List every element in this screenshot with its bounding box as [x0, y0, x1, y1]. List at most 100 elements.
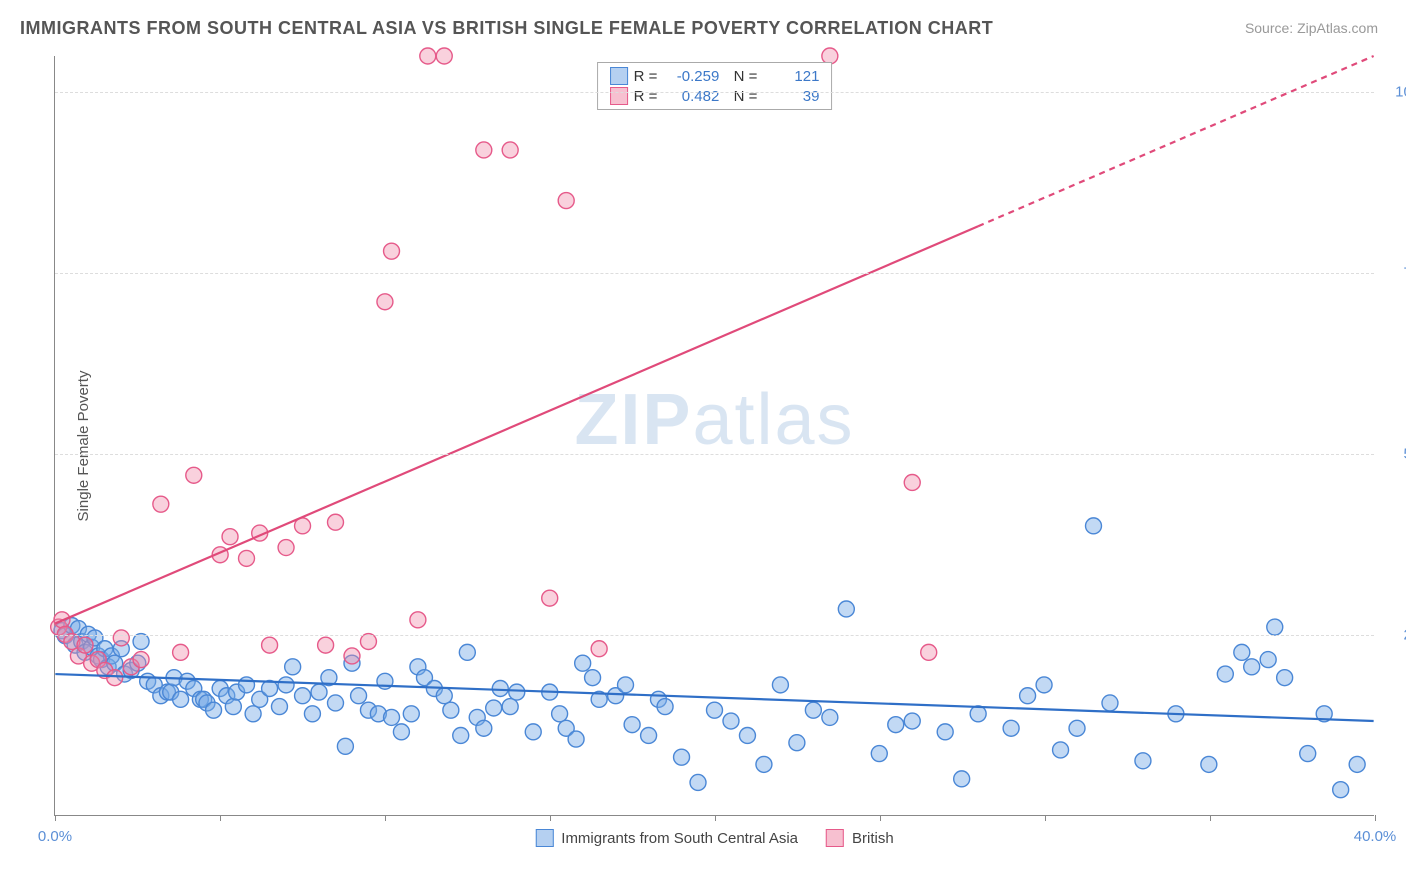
data-point	[772, 677, 788, 693]
data-point	[1300, 746, 1316, 762]
r-label: R =	[634, 88, 658, 105]
x-tick	[880, 815, 881, 821]
data-point	[937, 724, 953, 740]
data-point	[173, 691, 189, 707]
data-point	[453, 727, 469, 743]
x-tick	[550, 815, 551, 821]
data-point	[318, 637, 334, 653]
x-tick	[715, 815, 716, 821]
trend-line-pink-dashed	[978, 56, 1373, 226]
data-point	[624, 717, 640, 733]
data-point	[1201, 756, 1217, 772]
source-attribution: Source: ZipAtlas.com	[1245, 20, 1378, 36]
data-point	[245, 706, 261, 722]
data-point	[222, 529, 238, 545]
data-point	[384, 243, 400, 259]
data-point	[278, 540, 294, 556]
data-point	[1234, 644, 1250, 660]
data-point	[904, 713, 920, 729]
data-point	[585, 670, 601, 686]
data-point	[904, 474, 920, 490]
data-point	[921, 644, 937, 660]
data-point	[393, 724, 409, 740]
data-point	[542, 590, 558, 606]
data-point	[420, 48, 436, 64]
data-point	[1069, 720, 1085, 736]
data-point	[1135, 753, 1151, 769]
r-value-blue: -0.259	[663, 68, 719, 85]
data-point	[436, 688, 452, 704]
n-value-pink: 39	[763, 88, 819, 105]
data-point	[436, 48, 452, 64]
data-point	[486, 700, 502, 716]
data-point	[838, 601, 854, 617]
data-point	[311, 684, 327, 700]
data-point	[641, 727, 657, 743]
x-tick	[1045, 815, 1046, 821]
data-point	[328, 514, 344, 530]
y-tick-label: 100.0%	[1395, 84, 1406, 101]
data-point	[384, 709, 400, 725]
x-tick	[55, 815, 56, 821]
data-point	[1267, 619, 1283, 635]
data-point	[278, 677, 294, 693]
data-point	[153, 496, 169, 512]
x-tick-label: 40.0%	[1354, 828, 1397, 845]
data-point	[558, 193, 574, 209]
data-point	[822, 709, 838, 725]
data-point	[271, 699, 287, 715]
data-point	[1003, 720, 1019, 736]
swatch-blue-icon	[610, 67, 628, 85]
legend-item-blue: Immigrants from South Central Asia	[535, 829, 798, 847]
x-tick	[1210, 815, 1211, 821]
data-point	[789, 735, 805, 751]
x-tick-label: 0.0%	[38, 828, 72, 845]
data-point	[502, 142, 518, 158]
legend-label-pink: British	[852, 830, 894, 847]
data-point	[591, 641, 607, 657]
data-point	[805, 702, 821, 718]
data-point	[888, 717, 904, 733]
data-point	[344, 648, 360, 664]
data-point	[1333, 782, 1349, 798]
data-point	[77, 637, 93, 653]
data-point	[285, 659, 301, 675]
trend-line-pink-solid	[55, 226, 978, 623]
gridline	[55, 454, 1374, 455]
legend-stats-row-blue: R = -0.259 N = 121	[610, 67, 820, 85]
data-point	[476, 720, 492, 736]
data-point	[525, 724, 541, 740]
legend-series: Immigrants from South Central Asia Briti…	[535, 829, 893, 847]
data-point	[552, 706, 568, 722]
data-point	[443, 702, 459, 718]
data-point	[492, 681, 508, 697]
data-point	[113, 630, 129, 646]
gridline	[55, 92, 1374, 93]
data-point	[618, 677, 634, 693]
data-point	[206, 702, 222, 718]
n-label: N =	[725, 68, 757, 85]
data-point	[186, 467, 202, 483]
r-label: R =	[634, 68, 658, 85]
r-value-pink: 0.482	[663, 88, 719, 105]
data-point	[351, 688, 367, 704]
data-point	[1086, 518, 1102, 534]
swatch-blue-icon	[535, 829, 553, 847]
legend-stats-row-pink: R = 0.482 N = 39	[610, 87, 820, 105]
data-point	[1053, 742, 1069, 758]
data-point	[410, 612, 426, 628]
data-point	[225, 699, 241, 715]
correlation-chart: IMMIGRANTS FROM SOUTH CENTRAL ASIA VS BR…	[0, 0, 1406, 892]
swatch-pink-icon	[826, 829, 844, 847]
data-point	[723, 713, 739, 729]
data-point	[262, 637, 278, 653]
data-point	[1102, 695, 1118, 711]
data-point	[954, 771, 970, 787]
data-point	[756, 756, 772, 772]
x-tick	[220, 815, 221, 821]
n-value-blue: 121	[763, 68, 819, 85]
plot-area: ZIPatlas R = -0.259 N = 121 R = 0.482 N …	[54, 56, 1374, 816]
data-point	[1260, 652, 1276, 668]
data-point	[1020, 688, 1036, 704]
data-point	[328, 695, 344, 711]
